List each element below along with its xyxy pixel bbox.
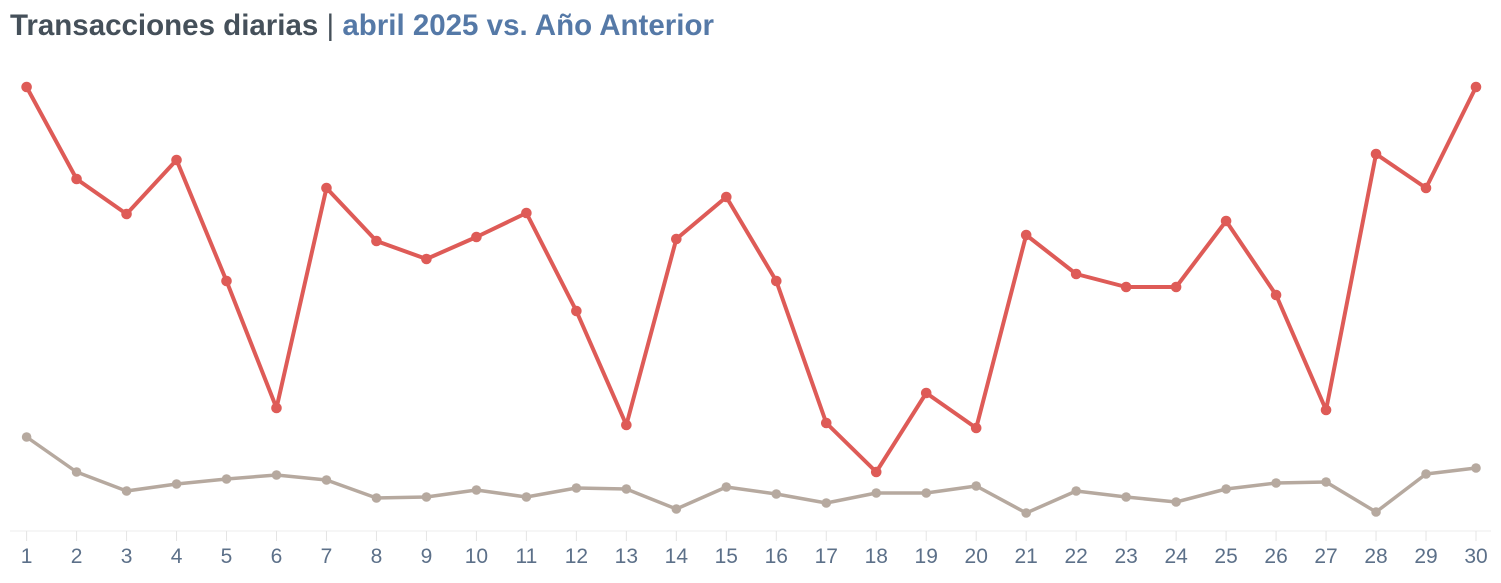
svg-text:12: 12 (565, 545, 588, 568)
svg-text:6: 6 (271, 545, 283, 568)
svg-text:4: 4 (171, 545, 183, 568)
svg-text:5: 5 (221, 545, 233, 568)
svg-text:26: 26 (1264, 545, 1287, 568)
svg-text:18: 18 (865, 545, 888, 568)
svg-text:10: 10 (465, 545, 488, 568)
svg-text:25: 25 (1214, 545, 1237, 568)
svg-text:21: 21 (1015, 545, 1038, 568)
svg-text:2: 2 (71, 545, 83, 568)
svg-text:15: 15 (715, 545, 738, 568)
svg-text:27: 27 (1314, 545, 1337, 568)
svg-text:19: 19 (915, 545, 938, 568)
svg-text:1: 1 (21, 545, 33, 568)
svg-text:23: 23 (1114, 545, 1137, 568)
svg-text:8: 8 (371, 545, 383, 568)
svg-text:29: 29 (1414, 545, 1437, 568)
svg-text:14: 14 (665, 545, 689, 568)
svg-text:17: 17 (815, 545, 838, 568)
svg-text:9: 9 (421, 545, 433, 568)
svg-text:11: 11 (515, 545, 537, 568)
svg-text:28: 28 (1364, 545, 1387, 568)
svg-text:24: 24 (1164, 545, 1188, 568)
svg-text:16: 16 (765, 545, 788, 568)
svg-text:20: 20 (965, 545, 988, 568)
svg-text:7: 7 (321, 545, 333, 568)
svg-text:22: 22 (1064, 545, 1087, 568)
svg-text:13: 13 (615, 545, 638, 568)
svg-text:30: 30 (1464, 545, 1487, 568)
svg-text:3: 3 (121, 545, 133, 568)
